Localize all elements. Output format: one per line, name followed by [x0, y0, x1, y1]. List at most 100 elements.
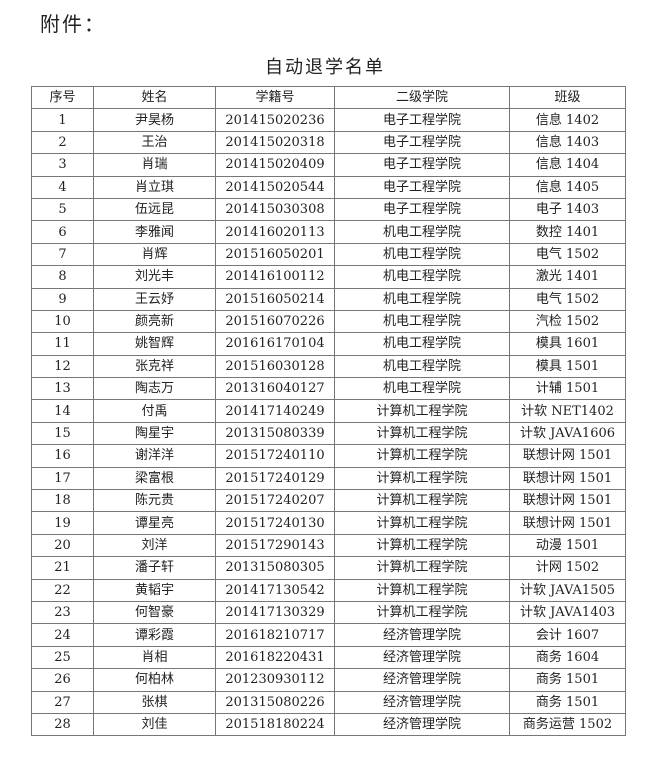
table-row: 6 李雅闻 201416020113 机电工程学院 数控 1401: [31, 220, 626, 244]
cell-college: 计算机工程学院: [334, 444, 510, 468]
cell-college: 计算机工程学院: [334, 399, 510, 423]
cell-name: 谭星亮: [93, 511, 216, 535]
cell-seq: 7: [31, 242, 94, 267]
cell-class: 汽检 1502: [509, 309, 626, 334]
cell-name: 姚智辉: [93, 332, 216, 356]
cell-class: 信息 1403: [509, 130, 626, 155]
cell-seq: 19: [31, 511, 94, 535]
cell-student-id: 201517240110: [215, 444, 335, 468]
cell-college: 电子工程学院: [334, 130, 510, 155]
cell-seq: 22: [31, 578, 94, 602]
cell-seq: 11: [31, 332, 94, 356]
cell-name: 付禹: [93, 399, 216, 423]
attachment-label: 附件：: [40, 12, 106, 36]
cell-class: 计软 JAVA1505: [509, 578, 626, 602]
cell-college: 机电工程学院: [334, 287, 510, 311]
cell-seq: 26: [31, 668, 94, 692]
cell-seq: 16: [31, 444, 94, 468]
cell-seq: 8: [31, 265, 94, 289]
cell-name: 伍远昆: [93, 197, 216, 222]
cell-college: 机电工程学院: [334, 377, 510, 401]
cell-seq: 25: [31, 645, 94, 670]
cell-student-id: 201516030128: [215, 354, 335, 379]
cell-class: 联想计网 1501: [509, 489, 626, 513]
cell-seq: 20: [31, 533, 94, 558]
cell-class: 联想计网 1501: [509, 511, 626, 535]
cell-class: 计辅 1501: [509, 377, 626, 401]
table-row: 7 肖辉 201516050201 机电工程学院 电气 1502: [31, 242, 626, 267]
cell-class: 计网 1502: [509, 556, 626, 580]
document-title: 自动退学名单: [265, 57, 385, 78]
cell-class: 联想计网 1501: [509, 466, 626, 491]
table-row: 14 付禹 201417140249 计算机工程学院 计软 NET1402: [31, 399, 626, 423]
cell-college: 计算机工程学院: [334, 533, 510, 558]
table-row: 21 潘子轩 201315080305 计算机工程学院 计网 1502: [31, 556, 626, 580]
table-row: 26 何柏林 201230930112 经济管理学院 商务 1501: [31, 668, 626, 692]
header-class: 班级: [509, 85, 626, 110]
cell-name: 尹昊杨: [93, 108, 216, 132]
cell-college: 电子工程学院: [334, 175, 510, 199]
cell-seq: 1: [31, 108, 94, 132]
cell-class: 电气 1502: [509, 287, 626, 311]
cell-college: 计算机工程学院: [334, 600, 510, 625]
table-row: 23 何智豪 201417130329 计算机工程学院 计软 JAVA1403: [31, 600, 626, 625]
cell-college: 计算机工程学院: [334, 556, 510, 580]
cell-class: 商务运营 1502: [509, 712, 626, 737]
cell-class: 模具 1501: [509, 354, 626, 379]
cell-name: 张棋: [93, 690, 216, 714]
cell-college: 经济管理学院: [334, 623, 510, 647]
cell-name: 梁富根: [93, 466, 216, 491]
cell-college: 计算机工程学院: [334, 489, 510, 513]
cell-college: 机电工程学院: [334, 309, 510, 334]
table-row: 17 梁富根 201517240129 计算机工程学院 联想计网 1501: [31, 466, 626, 491]
cell-name: 何智豪: [93, 600, 216, 625]
cell-name: 陶星宇: [93, 421, 216, 446]
cell-name: 王云妤: [93, 287, 216, 311]
cell-seq: 3: [31, 153, 94, 177]
cell-student-id: 201416100112: [215, 265, 335, 289]
cell-seq: 12: [31, 354, 94, 379]
cell-student-id: 201517240130: [215, 511, 335, 535]
cell-student-id: 201315080226: [215, 690, 335, 714]
table-row: 28 刘佳 201518180224 经济管理学院 商务运营 1502: [31, 712, 626, 737]
cell-name: 肖辉: [93, 242, 216, 267]
cell-name: 肖立琪: [93, 175, 216, 199]
cell-class: 模具 1601: [509, 332, 626, 356]
table-row: 8 刘光丰 201416100112 机电工程学院 激光 1401: [31, 265, 626, 289]
cell-seq: 13: [31, 377, 94, 401]
cell-name: 颜亮新: [93, 309, 216, 334]
table-row: 16 谢洋洋 201517240110 计算机工程学院 联想计网 1501: [31, 444, 626, 468]
cell-class: 信息 1405: [509, 175, 626, 199]
cell-class: 信息 1404: [509, 153, 626, 177]
cell-seq: 18: [31, 489, 94, 513]
table-row: 25 肖相 201618220431 经济管理学院 商务 1604: [31, 645, 626, 670]
table-header-row: 序号 姓名 学籍号 二级学院 班级: [31, 85, 626, 110]
cell-name: 陈元贵: [93, 489, 216, 513]
cell-seq: 6: [31, 220, 94, 244]
cell-seq: 2: [31, 130, 94, 155]
cell-college: 电子工程学院: [334, 197, 510, 222]
cell-name: 肖相: [93, 645, 216, 670]
cell-college: 计算机工程学院: [334, 421, 510, 446]
cell-student-id: 201415020318: [215, 130, 335, 155]
cell-seq: 5: [31, 197, 94, 222]
cell-student-id: 201415030308: [215, 197, 335, 222]
cell-student-id: 201517240207: [215, 489, 335, 513]
cell-student-id: 201516050201: [215, 242, 335, 267]
cell-student-id: 201416020113: [215, 220, 335, 244]
header-seq: 序号: [31, 85, 94, 110]
cell-name: 刘洋: [93, 533, 216, 558]
cell-student-id: 201516070226: [215, 309, 335, 334]
cell-student-id: 201616170104: [215, 332, 335, 356]
cell-college: 机电工程学院: [334, 242, 510, 267]
cell-seq: 27: [31, 690, 94, 714]
cell-name: 王治: [93, 130, 216, 155]
cell-student-id: 201315080339: [215, 421, 335, 446]
cell-seq: 17: [31, 466, 94, 491]
cell-seq: 14: [31, 399, 94, 423]
cell-college: 计算机工程学院: [334, 578, 510, 602]
cell-college: 电子工程学院: [334, 108, 510, 132]
cell-student-id: 201315080305: [215, 556, 335, 580]
cell-name: 谢洋洋: [93, 444, 216, 468]
cell-student-id: 201415020544: [215, 175, 335, 199]
